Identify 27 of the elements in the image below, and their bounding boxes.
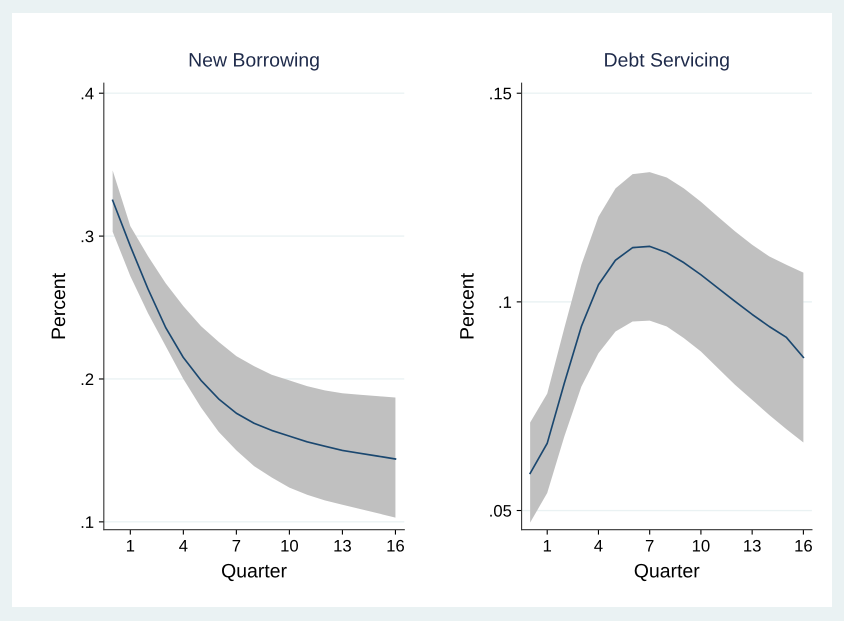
y-tick-label: .2 [82, 373, 94, 386]
x-tick-label: 1 [544, 540, 552, 552]
y-tick-label: .3 [82, 230, 94, 242]
x-tick-label: 13 [334, 540, 351, 552]
y-tick-label: .05 [490, 504, 512, 517]
line-series [112, 200, 396, 460]
x-tick-label: 4 [179, 540, 188, 552]
line-series [529, 246, 804, 474]
x-tick-label: 16 [387, 540, 404, 552]
x-tick-label: 4 [594, 540, 603, 552]
x-axis-title: Quarter [222, 564, 287, 582]
x-tick-label: 1 [126, 540, 134, 552]
y-tick-label: .1 [499, 296, 512, 308]
x-tick-label: 13 [744, 540, 761, 552]
x-tick-label: 10 [692, 540, 710, 552]
x-tick-label: 7 [232, 540, 240, 552]
y-axis-title: Percent [460, 273, 474, 338]
x-axis-title: Quarter [634, 564, 700, 582]
chart-title: Debt Servicing [605, 52, 729, 71]
chart-title: New Borrowing [190, 52, 319, 71]
x-tick-label: 16 [795, 540, 812, 552]
y-tick-label: .1 [82, 516, 94, 528]
y-tick-label: .15 [490, 88, 512, 100]
x-tick-label: 10 [281, 540, 298, 552]
y-tick-label: .4 [82, 88, 94, 100]
x-tick-label: 7 [646, 540, 654, 552]
y-axis-title: Percent [52, 273, 66, 338]
